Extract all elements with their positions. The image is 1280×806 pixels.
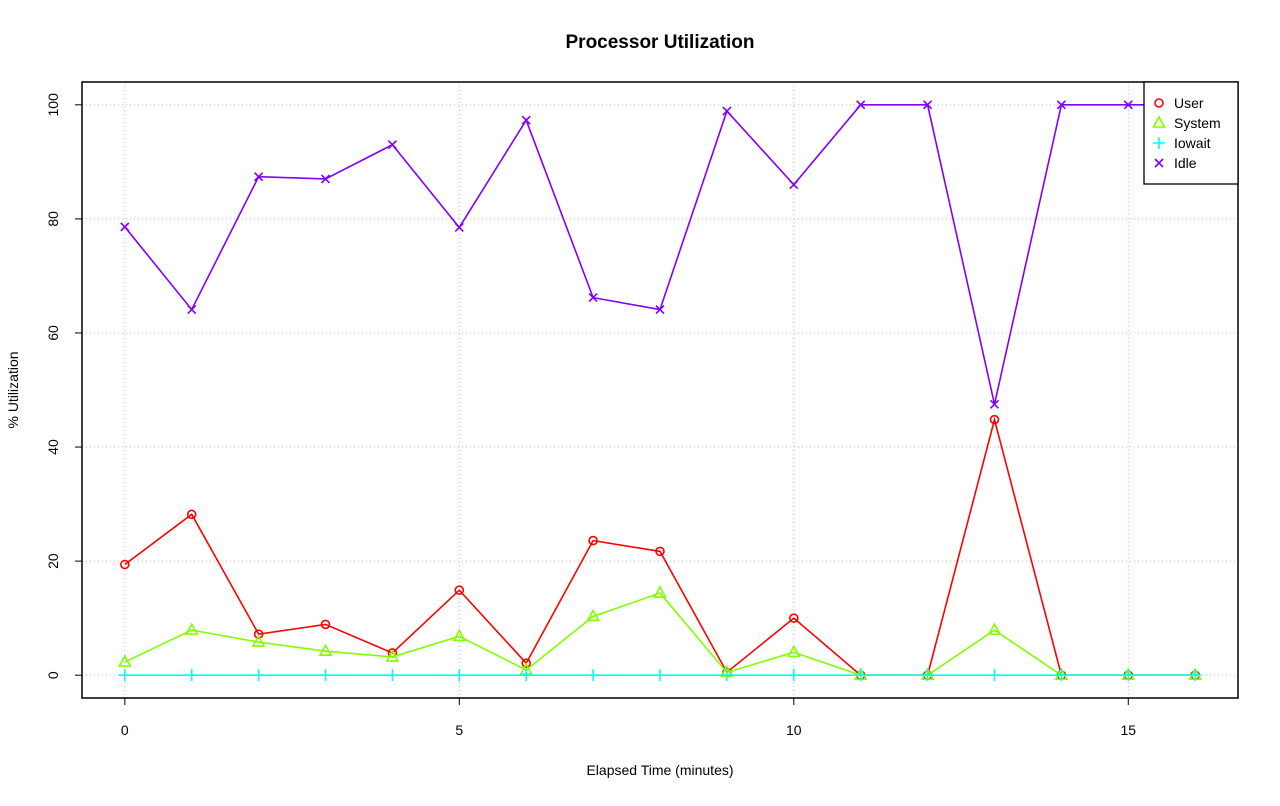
marker	[789, 180, 799, 190]
legend-label: Iowait	[1174, 135, 1211, 151]
marker	[587, 669, 600, 682]
marker	[854, 669, 867, 682]
legend-marker	[1154, 158, 1164, 168]
series-line	[124, 592, 1196, 676]
legend-marker	[1152, 115, 1166, 128]
marker	[923, 100, 933, 110]
marker	[655, 305, 665, 315]
marker	[1122, 669, 1135, 682]
marker	[251, 634, 266, 647]
x-tick-label: 15	[1120, 722, 1136, 738]
marker	[252, 669, 265, 682]
marker	[319, 669, 332, 682]
marker	[988, 669, 1001, 682]
marker	[117, 654, 132, 667]
marker	[254, 172, 264, 182]
marker	[454, 585, 465, 596]
marker	[118, 669, 131, 682]
y-axis-label: % Utilization	[5, 351, 21, 428]
legend: User System Iowait Idle	[1143, 81, 1239, 185]
marker	[788, 613, 799, 623]
marker	[453, 669, 466, 682]
marker	[655, 546, 665, 557]
marker	[320, 174, 331, 184]
marker	[586, 608, 600, 622]
marker	[120, 559, 130, 570]
marker	[588, 535, 598, 546]
marker	[184, 622, 199, 635]
x-axis-label: Elapsed Time (minutes)	[586, 762, 733, 778]
marker	[1123, 100, 1133, 110]
marker	[186, 509, 197, 520]
marker	[588, 293, 598, 303]
plot-frame	[81, 81, 1239, 699]
marker	[1189, 669, 1202, 682]
marker	[987, 622, 1002, 635]
marker	[454, 222, 464, 233]
legend-label: User	[1174, 95, 1204, 111]
marker	[387, 140, 397, 150]
marker	[786, 644, 801, 658]
legend-marker	[1153, 137, 1165, 149]
x-tick-label: 0	[121, 722, 129, 738]
legend-label: System	[1174, 115, 1221, 131]
marker	[385, 649, 400, 662]
marker	[452, 628, 467, 642]
marker	[185, 669, 198, 682]
marker	[720, 669, 733, 682]
marker	[187, 305, 197, 315]
series-line	[124, 416, 1196, 676]
marker	[520, 669, 533, 682]
marker	[1056, 100, 1066, 110]
marker	[856, 100, 866, 110]
chart-title: Processor Utilization	[566, 32, 755, 53]
x-tick-label: 10	[786, 722, 802, 738]
y-tick-label: 20	[45, 553, 61, 569]
marker	[653, 585, 667, 598]
marker	[521, 658, 532, 669]
marker	[253, 629, 264, 639]
y-tick-label: 60	[45, 325, 61, 341]
marker	[787, 669, 800, 682]
marker	[386, 669, 399, 682]
y-tick-label: 0	[45, 671, 61, 679]
y-tick-label: 40	[45, 439, 61, 455]
marker	[120, 222, 130, 232]
marker	[654, 669, 666, 682]
marker	[1055, 669, 1068, 682]
marker	[521, 115, 531, 125]
marker	[989, 414, 1000, 425]
series-line	[124, 104, 1196, 405]
x-tick-label: 5	[455, 722, 463, 738]
marker	[318, 643, 333, 657]
y-tick-label: 80	[45, 211, 61, 227]
y-tick-label: 100	[45, 93, 61, 117]
marker	[989, 399, 1000, 409]
legend-label: Idle	[1174, 155, 1197, 171]
marker	[722, 106, 732, 116]
marker	[320, 619, 331, 630]
marker	[921, 669, 934, 682]
legend-marker	[1154, 98, 1164, 108]
